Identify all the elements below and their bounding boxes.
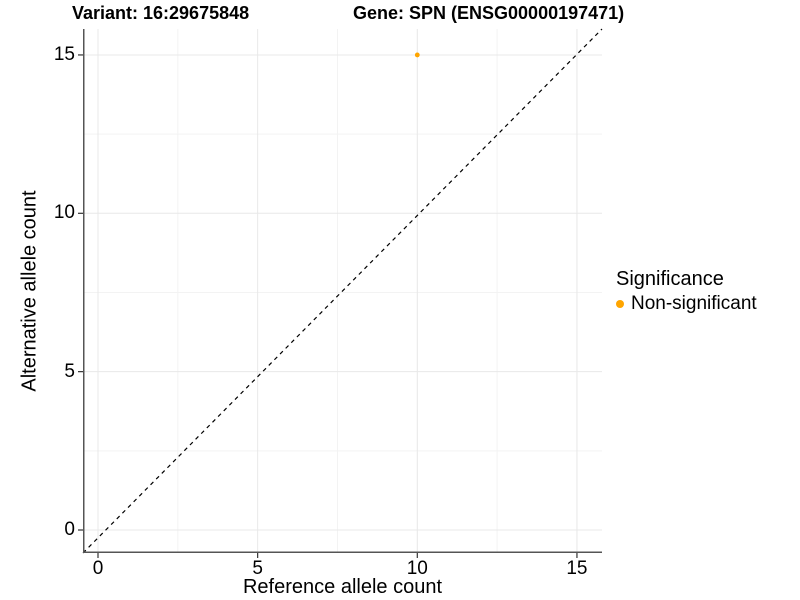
plot-svg — [78, 28, 603, 558]
x-tick-label: 0 — [92, 558, 104, 579]
variant-title: Variant: 16:29675848 — [72, 3, 250, 23]
y-tick-label: 10 — [53, 202, 75, 224]
data-point — [414, 52, 420, 58]
y-tick-label: 15 — [53, 43, 75, 65]
legend-entry-label: Non-significant — [631, 293, 757, 314]
legend-key-dot — [616, 300, 624, 308]
legend-entry: Non-significant — [616, 293, 757, 315]
x-axis-title: Reference allele count — [242, 576, 442, 598]
plot-panel: 0 5 10 15 0 5 10 15 — [54, 28, 603, 579]
x-tick-label: 15 — [566, 558, 588, 579]
y-axis-title: Alternative allele count — [18, 190, 41, 392]
y-tick-label: 0 — [64, 519, 75, 540]
x-tick-label: 10 — [406, 558, 428, 579]
legend-title: Significance — [616, 268, 724, 290]
y-tick-label: 5 — [64, 360, 75, 382]
gene-title: Gene: SPN (ENSG00000197471) — [353, 3, 625, 23]
legend: Significance Non-significant — [616, 268, 757, 315]
x-tick-label: 5 — [252, 558, 263, 579]
identity-dashed-line — [82, 28, 603, 554]
